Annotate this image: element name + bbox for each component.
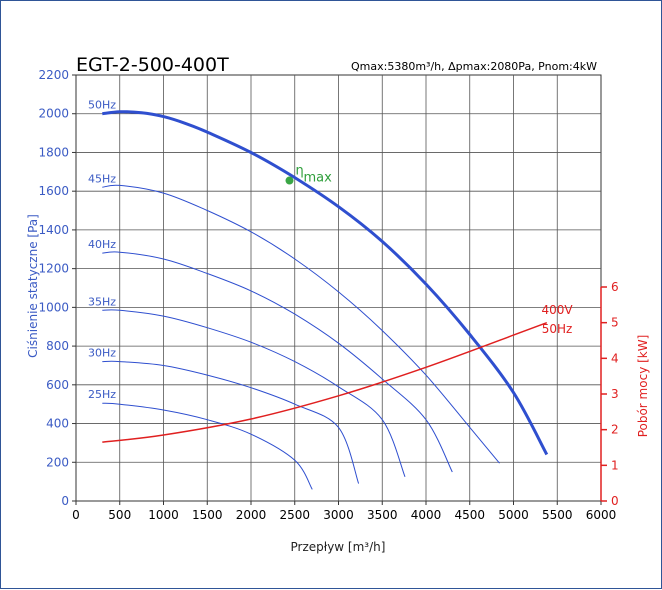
y2-tick-label: 6	[611, 280, 619, 294]
y-tick-label: 1200	[38, 262, 69, 276]
y2-tick-label: 5	[611, 316, 619, 330]
hz-label: 30Hz	[88, 347, 116, 360]
x-tick-label: 3500	[367, 508, 398, 522]
y2-axis-label: Pobór mocy [kW]	[636, 335, 650, 438]
curve-400v-50hz	[102, 321, 548, 443]
y-tick-label: 2200	[38, 68, 69, 82]
x-tick-label: 2500	[279, 508, 310, 522]
x-tick-label: 5000	[498, 508, 529, 522]
curve-30hz	[102, 360, 360, 484]
curve-25hz	[102, 402, 313, 490]
eta-max-subscript: max	[304, 171, 333, 186]
hz-label: 40Hz	[88, 238, 116, 251]
y-tick-label: 600	[46, 378, 69, 392]
y2-tick-label: 4	[611, 351, 619, 365]
curve-45hz	[102, 184, 500, 464]
y-tick-label: 800	[46, 339, 69, 353]
x-tick-label: 3000	[323, 508, 354, 522]
grid	[75, 74, 602, 502]
chart-title: EGT-2-500-400T	[76, 54, 229, 76]
y2-tick-label: 2	[611, 423, 619, 437]
y-tick-label: 0	[61, 494, 69, 508]
power-label-frequency: 50Hz	[542, 322, 573, 336]
x-tick-label: 1000	[148, 508, 179, 522]
y-tick-label: 1600	[38, 184, 69, 198]
y-tick-label: 200	[46, 455, 69, 469]
x-tick-label: 2000	[236, 508, 267, 522]
y2-tick-label: 1	[611, 458, 619, 472]
curves	[102, 110, 549, 490]
x-tick-label: 4000	[411, 508, 442, 522]
power-label-voltage: 400V	[541, 303, 573, 317]
y-tick-label: 1800	[38, 145, 69, 159]
eta-max-label: η	[296, 164, 304, 179]
y-tick-label: 400	[46, 417, 69, 431]
y-axis-label: Ciśnienie statyczne [Pa]	[26, 214, 40, 358]
y-tick-label: 2000	[38, 107, 69, 121]
curve-40hz	[102, 251, 453, 473]
x-tick-label: 500	[108, 508, 131, 522]
y-tick-label: 1000	[38, 300, 69, 314]
curve-50hz	[102, 110, 549, 456]
x-tick-label: 1500	[192, 508, 223, 522]
y2-tick-label: 3	[611, 387, 619, 401]
x-axis-label: Przepływ [m³/h]	[291, 540, 386, 554]
labels: 50Hz 45Hz 40Hz 35Hz 30Hz 25Hz 400V 50Hz η max	[88, 99, 573, 401]
axes: 0 500 1000 1500 2000 2500 3000 3500 4000 4500 5000…	[38, 68, 618, 522]
hz-label: 50Hz	[88, 99, 116, 112]
curve-35hz	[102, 309, 406, 477]
hz-label: 25Hz	[88, 388, 116, 401]
x-tick-label: 5500	[542, 508, 573, 522]
y-tick-label: 1400	[38, 223, 69, 237]
hz-label: 45Hz	[88, 172, 116, 185]
hz-label: 35Hz	[88, 295, 116, 308]
chart-subtitle: Qmax:5380m³/h, Δpmax:2080Pa, Pnom:4kW	[351, 60, 597, 73]
x-tick-label: 0	[72, 508, 80, 522]
y2-tick-label: 0	[611, 494, 619, 508]
x-tick-label: 4500	[454, 508, 485, 522]
eta-max-marker	[285, 176, 294, 185]
x-tick-label: 6000	[586, 508, 617, 522]
